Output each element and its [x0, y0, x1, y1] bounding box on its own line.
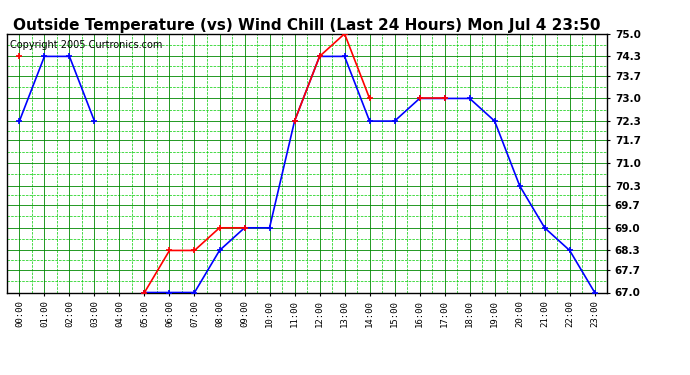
Text: Copyright 2005 Curtronics.com: Copyright 2005 Curtronics.com: [10, 40, 162, 50]
Title: Outside Temperature (vs) Wind Chill (Last 24 Hours) Mon Jul 4 23:50: Outside Temperature (vs) Wind Chill (Las…: [13, 18, 601, 33]
